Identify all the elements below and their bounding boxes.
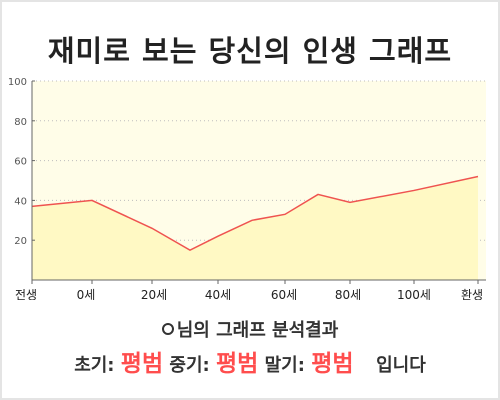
chart-axes [31, 81, 486, 281]
x-tick-label-5: 80세 [335, 288, 361, 300]
late-life-label: 말기: [264, 355, 305, 376]
y-tick-label-40: 40 [14, 196, 27, 207]
y-tick-label-80: 80 [14, 117, 27, 128]
life-graph-chart: 20 40 60 80 100 전생 0세 20세 40세 60세 80세 100세 환생 [8, 77, 486, 300]
mid-life-label: 중기: [169, 355, 210, 376]
y-tick-label-100: 100 [8, 77, 27, 88]
x-tick-label-7: 환생 [461, 288, 483, 300]
life-series-line [31, 175, 479, 252]
y-axis-ticks: 20 40 60 80 100 [8, 77, 35, 247]
x-tick-label-0: 전생 [15, 288, 37, 300]
x-tick-label-4: 60세 [271, 288, 297, 300]
y-tick-label-60: 60 [14, 157, 27, 168]
x-tick-label-3: 40세 [205, 288, 231, 300]
x-tick-label-6: 100세 [397, 288, 431, 300]
analysis-heading: 님의 그래프 분석결과 [0, 316, 500, 342]
page-title: 재미로 보는 당신의 인생 그래프 [47, 34, 453, 68]
analysis-subtitle: 님의 그래프 분석결과 [176, 320, 339, 341]
x-tick-label-2: 20세 [141, 288, 167, 300]
name-placeholder-circle-icon [161, 323, 174, 335]
x-axis-ticks: 전생 0세 20세 40세 60세 80세 100세 환생 [15, 280, 483, 300]
analysis-result: 초기: 평범 중기: 평범 말기: 평범 입니다 [0, 344, 500, 378]
result-suffix: 입니다 [376, 355, 426, 376]
early-life-label: 초기: [74, 355, 115, 376]
life-area-fill [32, 176, 478, 280]
y-tick-label-20: 20 [14, 236, 27, 247]
late-life-value: 평범 [311, 351, 354, 377]
mid-life-value: 평범 [216, 351, 259, 377]
early-life-value: 평범 [120, 351, 164, 377]
x-tick-label-1: 0세 [77, 288, 96, 300]
